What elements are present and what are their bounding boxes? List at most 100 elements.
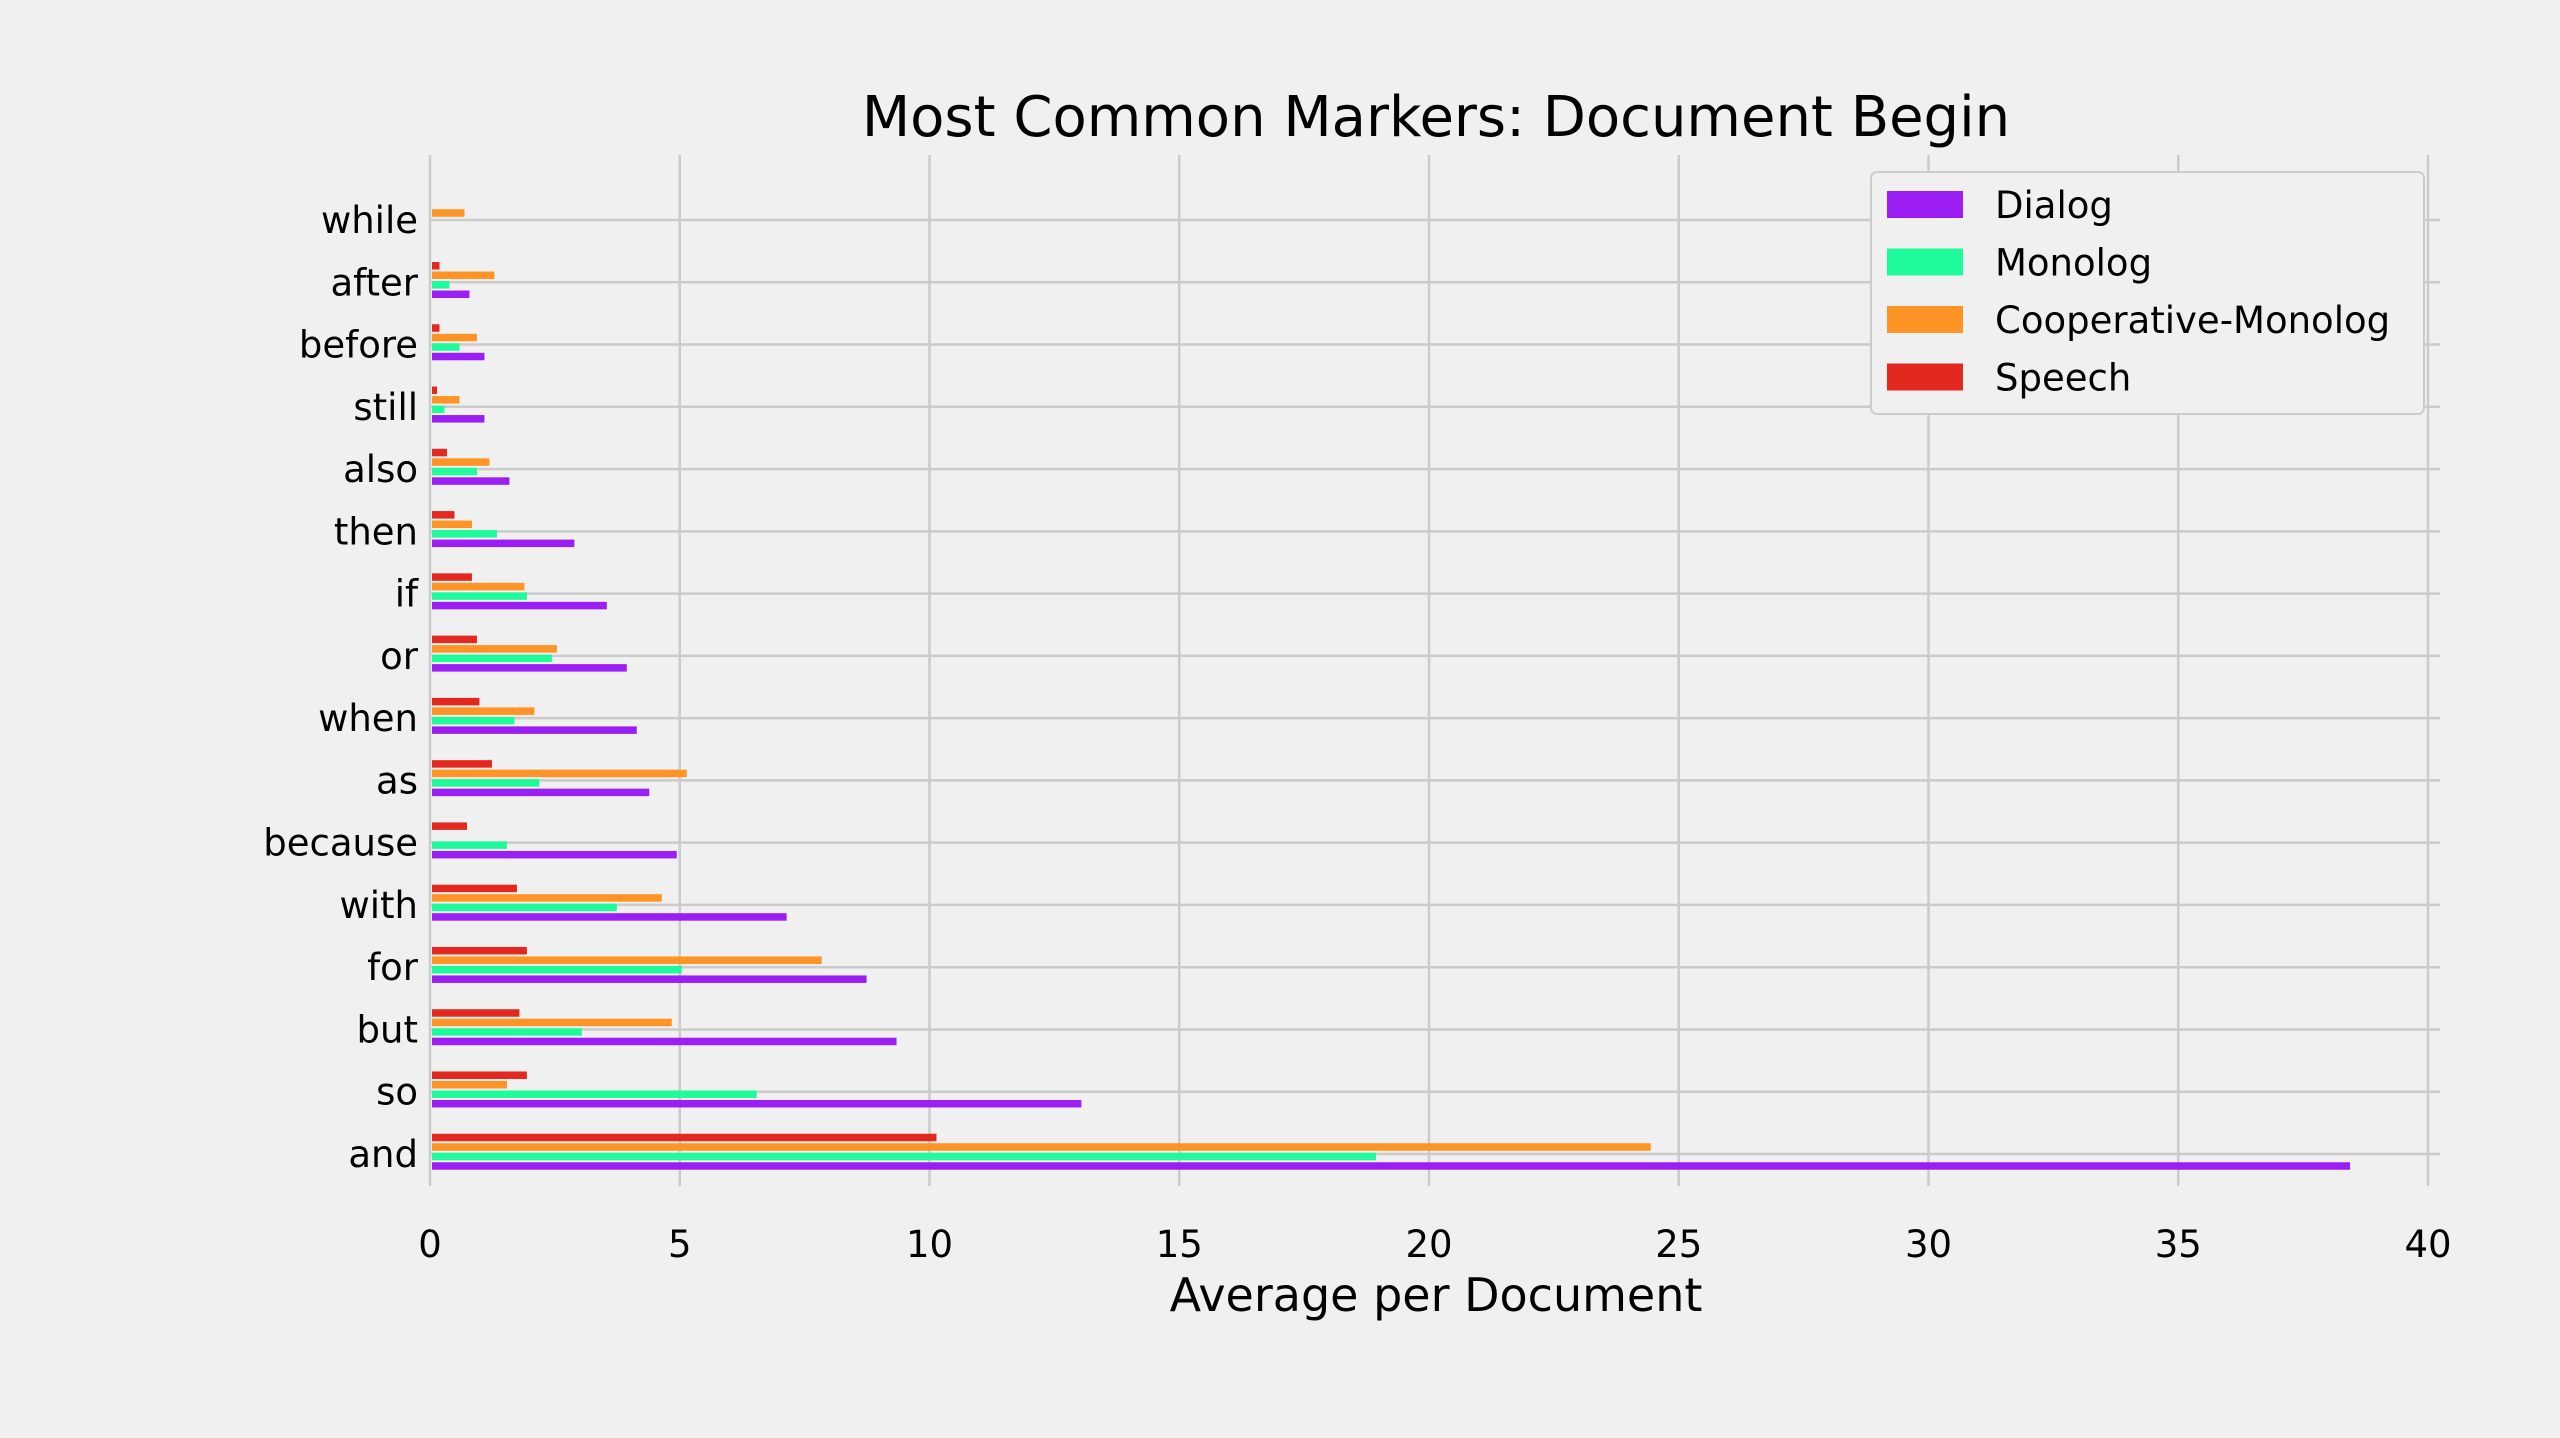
chart-title: Most Common Markers: Document Begin bbox=[862, 85, 2010, 150]
x-tick-label: 15 bbox=[1156, 1223, 1203, 1266]
y-tick-label-but: but bbox=[357, 1008, 418, 1051]
bar-monolog-if bbox=[432, 592, 527, 600]
bar-speech-but bbox=[432, 1009, 520, 1017]
bar-monolog-before bbox=[432, 343, 460, 351]
y-tick-label-if: if bbox=[395, 573, 419, 616]
bar-monolog-then bbox=[432, 530, 497, 538]
x-tick-label: 40 bbox=[2404, 1223, 2451, 1266]
bar-speech-also bbox=[432, 448, 447, 457]
y-tick-label-for: for bbox=[367, 946, 419, 989]
bar-cooperative-monolog-or bbox=[432, 645, 557, 653]
bar-speech-and bbox=[432, 1133, 937, 1142]
bar-cooperative-monolog-before bbox=[432, 333, 477, 342]
bar-speech-if bbox=[432, 573, 472, 581]
bar-monolog-for bbox=[432, 965, 682, 974]
bars bbox=[432, 209, 2351, 1170]
bar-speech-still bbox=[432, 386, 437, 395]
bar-monolog-as bbox=[432, 779, 540, 787]
x-tick-label: 20 bbox=[1405, 1223, 1452, 1266]
legend-swatch-speech bbox=[1887, 363, 1963, 391]
bar-dialog-or bbox=[432, 664, 627, 672]
legend-label-speech: Speech bbox=[1995, 357, 2131, 400]
y-tick-label-after: after bbox=[330, 261, 418, 304]
x-tick-labels: 0 5 10 15 20 25 30 35 40 bbox=[418, 1223, 2451, 1266]
bar-cooperative-monolog-after bbox=[432, 271, 495, 280]
x-axis-label: Average per Document bbox=[1170, 1268, 1703, 1322]
bar-speech-with bbox=[432, 884, 517, 893]
bar-cooperative-monolog-also bbox=[432, 458, 490, 466]
x-tick-label: 0 bbox=[418, 1223, 442, 1266]
bar-monolog-or bbox=[432, 654, 552, 663]
bar-speech-when bbox=[432, 697, 480, 706]
y-tick-label-also: also bbox=[343, 448, 418, 491]
bar-monolog-and bbox=[432, 1152, 1377, 1161]
bar-dialog-after bbox=[432, 290, 470, 299]
bar-dialog-then bbox=[432, 539, 575, 548]
x-tick-label: 25 bbox=[1655, 1223, 1702, 1266]
bar-dialog-and bbox=[432, 1162, 2351, 1170]
bar-cooperative-monolog-still bbox=[432, 396, 460, 404]
bar-dialog-still bbox=[432, 415, 485, 423]
y-tick-label-with: with bbox=[340, 884, 419, 927]
bar-monolog-with bbox=[432, 903, 617, 912]
bar-cooperative-monolog-while bbox=[432, 209, 465, 217]
bar-cooperative-monolog-then bbox=[432, 520, 472, 529]
bar-dialog-also bbox=[432, 477, 510, 485]
bar-cooperative-monolog-with bbox=[432, 894, 662, 902]
bar-speech-then bbox=[432, 511, 455, 519]
y-tick-label-as: as bbox=[376, 759, 418, 802]
bar-dialog-but bbox=[432, 1037, 897, 1046]
bar-cooperative-monolog-but bbox=[432, 1018, 672, 1027]
y-tick-label-so: so bbox=[376, 1071, 418, 1114]
bar-cooperative-monolog-for bbox=[432, 956, 822, 964]
legend-box bbox=[1870, 171, 2425, 415]
bar-monolog-after bbox=[432, 281, 450, 289]
legend-label-monolog: Monolog bbox=[1995, 242, 2152, 285]
bar-cooperative-monolog-and bbox=[432, 1143, 1651, 1151]
bar-speech-so bbox=[432, 1071, 527, 1079]
x-tick-label: 35 bbox=[2155, 1223, 2202, 1266]
y-tick-label-before: before bbox=[299, 324, 418, 367]
legend-label-dialog: Dialog bbox=[1995, 184, 2113, 227]
bar-speech-as bbox=[432, 760, 492, 768]
y-tick-label-and: and bbox=[348, 1133, 418, 1176]
grid bbox=[428, 155, 2440, 1186]
y-tick-label-then: then bbox=[334, 510, 418, 553]
bar-speech-or bbox=[432, 635, 477, 644]
bar-speech-after bbox=[432, 262, 440, 270]
bar-dialog-so bbox=[432, 1099, 1082, 1108]
bar-cooperative-monolog-if bbox=[432, 582, 525, 591]
bar-speech-for bbox=[432, 946, 527, 955]
x-tick-label: 10 bbox=[906, 1223, 953, 1266]
bar-monolog-so bbox=[432, 1090, 757, 1098]
bar-monolog-also bbox=[432, 467, 477, 476]
bar-cooperative-monolog-as bbox=[432, 769, 687, 778]
y-tick-label-because: because bbox=[263, 822, 418, 865]
legend-swatch-cooperative-monolog bbox=[1887, 306, 1963, 333]
bar-speech-because bbox=[432, 822, 467, 830]
bar-cooperative-monolog-when bbox=[432, 707, 535, 715]
bar-dialog-for bbox=[432, 975, 867, 983]
bar-dialog-when bbox=[432, 726, 637, 734]
bar-dialog-as bbox=[432, 788, 650, 797]
bar-dialog-if bbox=[432, 601, 607, 610]
legend-swatch-dialog bbox=[1887, 191, 1963, 218]
bar-monolog-because bbox=[432, 841, 507, 849]
y-tick-label-when: when bbox=[318, 697, 418, 740]
bar-dialog-before bbox=[432, 352, 485, 361]
bar-monolog-but bbox=[432, 1028, 582, 1036]
bar-speech-before bbox=[432, 324, 440, 332]
bar-dialog-because bbox=[432, 850, 677, 859]
x-tick-label: 5 bbox=[668, 1223, 692, 1266]
legend-swatch-monolog bbox=[1887, 248, 1963, 276]
bar-monolog-still bbox=[432, 405, 445, 414]
bar-dialog-with bbox=[432, 913, 787, 921]
y-tick-label-still: still bbox=[353, 386, 418, 429]
bar-cooperative-monolog-so bbox=[432, 1080, 507, 1089]
legend-label-cooperative-monolog: Cooperative-Monolog bbox=[1995, 299, 2390, 342]
y-tick-label-or: or bbox=[380, 635, 419, 678]
legend: Dialog Monolog Cooperative-Monolog Speech bbox=[1870, 171, 2425, 415]
x-tick-label: 30 bbox=[1905, 1223, 1952, 1266]
y-tick-labels: and so but for with because as when or if then also… bbox=[263, 199, 419, 1176]
